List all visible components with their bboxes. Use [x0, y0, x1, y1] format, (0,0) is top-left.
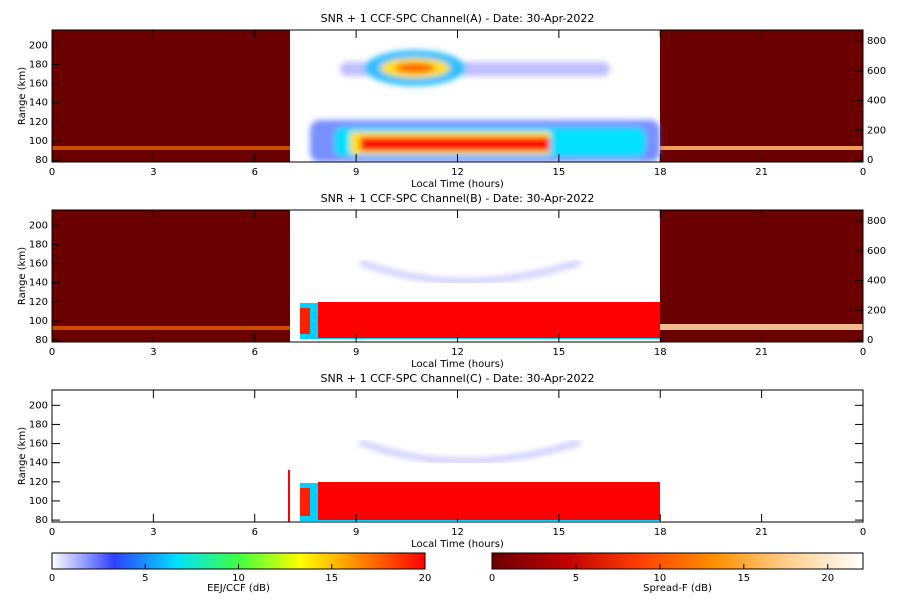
panel-title: SNR + 1 CCF-SPC Channel(C) - Date: 30-Ap…: [321, 372, 595, 385]
colorbar-tick-label: 15: [325, 573, 338, 584]
colorbar-tick-label: 10: [654, 573, 667, 584]
x-tick-label: 15: [553, 347, 566, 358]
x-tick-label: 21: [755, 527, 768, 538]
x-tick-label: 9: [353, 527, 359, 538]
x-tick-label: 12: [451, 167, 464, 178]
heatmap-image: [288, 439, 660, 522]
y-axis-label: Range (km): [17, 247, 28, 305]
x-tick-label: 0: [49, 167, 55, 178]
y-tick-label: 100: [29, 496, 48, 507]
x-tick-label: 9: [353, 167, 359, 178]
x-tick-label: 12: [451, 347, 464, 358]
x-tick-label: 15: [553, 527, 566, 538]
x-tick-label: 15: [553, 167, 566, 178]
x-tick-label: 18: [654, 347, 667, 358]
colorbar-tick-label: 20: [419, 573, 432, 584]
y2-tick-label: 0: [867, 155, 873, 166]
heatmap-image: [52, 210, 863, 342]
colorbar-tick-label: 5: [142, 573, 148, 584]
heatmap-image: [52, 30, 863, 162]
x-axis-label: Local Time (hours): [411, 539, 504, 550]
x-tick-label: 12: [451, 527, 464, 538]
y-tick-label: 180: [29, 419, 48, 430]
y2-tick-label: 800: [867, 216, 886, 227]
panel-title: SNR + 1 CCF-SPC Channel(B) - Date: 30-Ap…: [321, 192, 595, 205]
colorbar-tick-label: 15: [737, 573, 750, 584]
y-tick-label: 160: [29, 439, 48, 450]
x-tick-label: 21: [755, 167, 768, 178]
x-tick-label: 0: [49, 527, 55, 538]
y2-tick-label: 400: [867, 276, 886, 287]
y-tick-label: 80: [35, 335, 48, 346]
y2-tick-label: 400: [867, 96, 886, 107]
y-tick-label: 100: [29, 316, 48, 327]
panel-title: SNR + 1 CCF-SPC Channel(A) - Date: 30-Ap…: [321, 12, 595, 25]
y-axis-label: Range (km): [17, 67, 28, 125]
x-tick-label: 3: [150, 167, 156, 178]
x-axis-label: Local Time (hours): [411, 179, 504, 190]
colorbar-tick-label: 10: [232, 573, 245, 584]
x-tick-label: 18: [654, 527, 667, 538]
colorbar-tick-label: 5: [573, 573, 579, 584]
y-tick-label: 140: [29, 458, 48, 469]
x-tick-label: 3: [150, 347, 156, 358]
x-tick-label: 0: [860, 527, 866, 538]
x-tick-label: 0: [860, 347, 866, 358]
x-tick-label: 6: [252, 167, 258, 178]
y-tick-label: 180: [29, 239, 48, 250]
x-tick-label: 9: [353, 347, 359, 358]
y-tick-label: 100: [29, 136, 48, 147]
y2-tick-label: 0: [867, 335, 873, 346]
x-tick-label: 6: [252, 527, 258, 538]
y-tick-label: 200: [29, 220, 48, 231]
y-tick-label: 180: [29, 59, 48, 70]
y-tick-label: 80: [35, 515, 48, 526]
y-axis-label: Range (km): [17, 427, 28, 485]
y2-tick-label: 600: [867, 246, 886, 257]
x-tick-label: 21: [755, 347, 768, 358]
y-tick-label: 160: [29, 259, 48, 270]
y-tick-label: 200: [29, 400, 48, 411]
colorbar-tick-label: 0: [489, 573, 495, 584]
x-axis-label: Local Time (hours): [411, 359, 504, 370]
colorbar-label: EEJ/CCF (dB): [207, 583, 270, 594]
y-tick-label: 120: [29, 117, 48, 128]
y2-tick-label: 200: [867, 125, 886, 136]
colorbar-label: Spread-F (dB): [643, 583, 712, 594]
colorbar-tick-label: 20: [821, 573, 834, 584]
colorbar: [491, 552, 864, 570]
x-tick-label: 6: [252, 347, 258, 358]
x-tick-label: 3: [150, 527, 156, 538]
y-tick-label: 120: [29, 477, 48, 488]
y-tick-label: 120: [29, 297, 48, 308]
y2-tick-label: 600: [867, 66, 886, 77]
x-tick-label: 0: [49, 347, 55, 358]
colorbar-tick-label: 0: [49, 573, 55, 584]
y-tick-label: 80: [35, 155, 48, 166]
y-tick-label: 140: [29, 278, 48, 289]
y-tick-label: 160: [29, 79, 48, 90]
y-tick-label: 140: [29, 98, 48, 109]
y2-tick-label: 200: [867, 305, 886, 316]
x-tick-label: 18: [654, 167, 667, 178]
x-tick-label: 0: [860, 167, 866, 178]
y-tick-label: 200: [29, 40, 48, 51]
y2-tick-label: 800: [867, 36, 886, 47]
